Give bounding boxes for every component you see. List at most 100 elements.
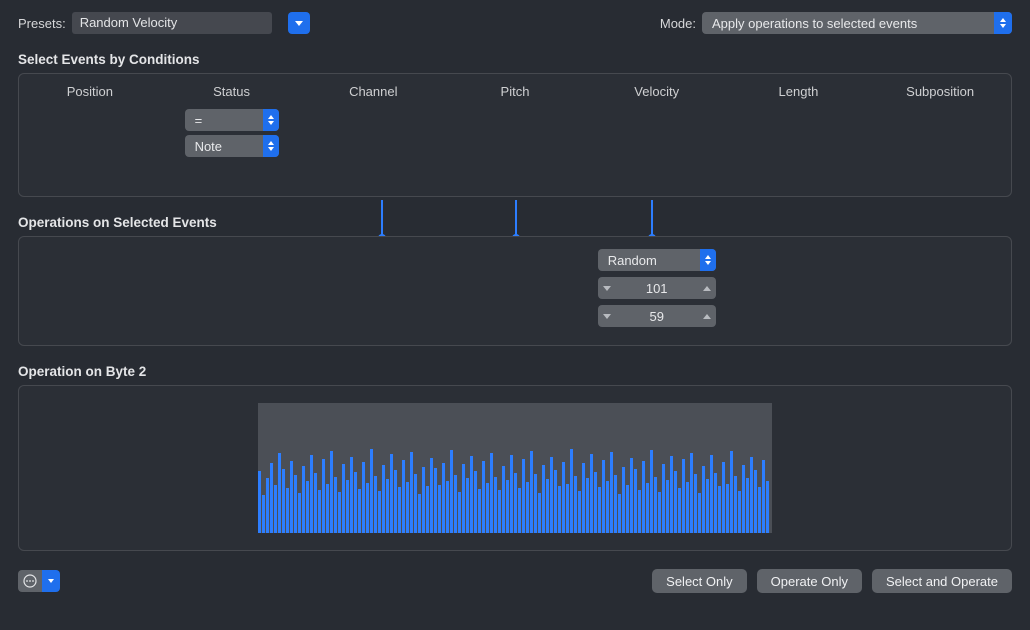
chart-bar	[426, 486, 429, 533]
conditions-title: Select Events by Conditions	[18, 52, 1012, 67]
options-button[interactable]	[18, 570, 42, 592]
chart-bar	[674, 471, 677, 533]
chart-bar	[630, 458, 633, 533]
chart-bar	[410, 452, 413, 533]
chart-bar	[338, 492, 341, 533]
chart-bar	[498, 490, 501, 533]
chart-bar	[310, 455, 313, 533]
velocity-op-select[interactable]: Random	[598, 249, 716, 271]
condition-row-val: Note	[19, 133, 1011, 159]
updown-icon	[263, 109, 279, 131]
chart-bar	[430, 458, 433, 533]
chart-bar	[490, 453, 493, 533]
chart-bar	[534, 474, 537, 533]
top-bar: Presets: Random Velocity Mode: Apply ope…	[18, 12, 1012, 34]
chart-bar	[346, 480, 349, 533]
chart-bar	[314, 473, 317, 533]
chart-bar	[510, 455, 513, 533]
conditions-headers: Position Status Channel Pitch Velocity L…	[19, 74, 1011, 107]
chart-bar	[634, 469, 637, 533]
increment-button[interactable]	[698, 305, 716, 327]
chart-bar	[382, 465, 385, 533]
chart-bar	[258, 471, 261, 533]
chart-bar	[622, 467, 625, 533]
chart-bar	[406, 482, 409, 533]
velocity-min-spinner[interactable]: 59	[598, 305, 716, 327]
chart-bar	[330, 451, 333, 533]
header-subposition: Subposition	[869, 84, 1011, 99]
mode-label: Mode:	[660, 16, 696, 31]
chart-bar	[318, 490, 321, 533]
chart-bar	[462, 464, 465, 533]
header-position: Position	[19, 84, 161, 99]
mode-select[interactable]: Apply operations to selected events	[702, 12, 1012, 34]
preset-input[interactable]: Random Velocity	[72, 12, 272, 34]
ellipsis-circle-icon	[23, 574, 37, 588]
chart-bar	[270, 463, 273, 533]
chart-bar	[698, 493, 701, 533]
chart-bar	[458, 492, 461, 533]
chart-bar	[562, 462, 565, 533]
chart-bar	[754, 470, 757, 533]
operations-wrapper: Random 101 59	[18, 236, 1012, 346]
velocity-max-spinner[interactable]: 101	[598, 277, 716, 299]
chart-bar	[374, 476, 377, 533]
chart-bar	[566, 484, 569, 533]
velocity-max-value: 101	[616, 281, 698, 296]
decrement-button[interactable]	[598, 305, 616, 327]
updown-icon	[263, 135, 279, 157]
operate-only-button[interactable]: Operate Only	[757, 569, 862, 593]
chart-bar	[554, 470, 557, 533]
presets-group: Presets: Random Velocity	[18, 12, 310, 34]
chart-bar	[402, 460, 405, 533]
chart-bar	[738, 491, 741, 533]
chevron-up-icon	[703, 314, 711, 319]
chart-bar	[362, 462, 365, 533]
byte2-title: Operation on Byte 2	[18, 364, 1012, 379]
chevron-down-icon	[295, 21, 303, 26]
status-value-select[interactable]: Note	[185, 135, 279, 157]
increment-button[interactable]	[698, 277, 716, 299]
chart-bar	[502, 466, 505, 533]
chart-bar	[354, 472, 357, 533]
chart-bar	[298, 493, 301, 533]
chart-bar	[722, 462, 725, 533]
chart-bar	[582, 463, 585, 533]
select-only-button[interactable]: Select Only	[652, 569, 746, 593]
chart-bar	[654, 477, 657, 533]
chart-bar	[282, 469, 285, 533]
chart-bar	[326, 484, 329, 533]
mode-value: Apply operations to selected events	[712, 16, 917, 31]
chart-bar	[542, 465, 545, 533]
chart-bar	[606, 481, 609, 533]
chart-bar	[358, 489, 361, 533]
chart-bar	[474, 471, 477, 533]
velocity-min-value: 59	[616, 309, 698, 324]
chart-bar	[394, 470, 397, 533]
chart-bar	[710, 455, 713, 533]
chart-bar	[350, 457, 353, 533]
chart-bar	[486, 483, 489, 533]
decrement-button[interactable]	[598, 277, 616, 299]
action-buttons: Select Only Operate Only Select and Oper…	[652, 569, 1012, 593]
header-channel: Channel	[302, 84, 444, 99]
preset-dropdown-button[interactable]	[288, 12, 310, 34]
chevron-down-icon	[603, 314, 611, 319]
chart-bar	[286, 488, 289, 533]
chevron-down-icon	[603, 286, 611, 291]
chart-bar	[726, 484, 729, 533]
presets-label: Presets:	[18, 16, 66, 31]
chart-bar	[454, 475, 457, 533]
chart-bar	[398, 487, 401, 533]
chart-bar	[550, 457, 553, 533]
select-and-operate-button[interactable]: Select and Operate	[872, 569, 1012, 593]
options-dropdown-button[interactable]	[42, 570, 60, 592]
chart-bar	[662, 464, 665, 533]
header-velocity: Velocity	[586, 84, 728, 99]
chart-bar	[602, 460, 605, 533]
status-operator-select[interactable]: =	[185, 109, 279, 131]
chart-bar	[690, 453, 693, 533]
velocity-op-value: Random	[608, 253, 657, 268]
chart-bar	[702, 466, 705, 533]
chart-bar	[586, 478, 589, 533]
